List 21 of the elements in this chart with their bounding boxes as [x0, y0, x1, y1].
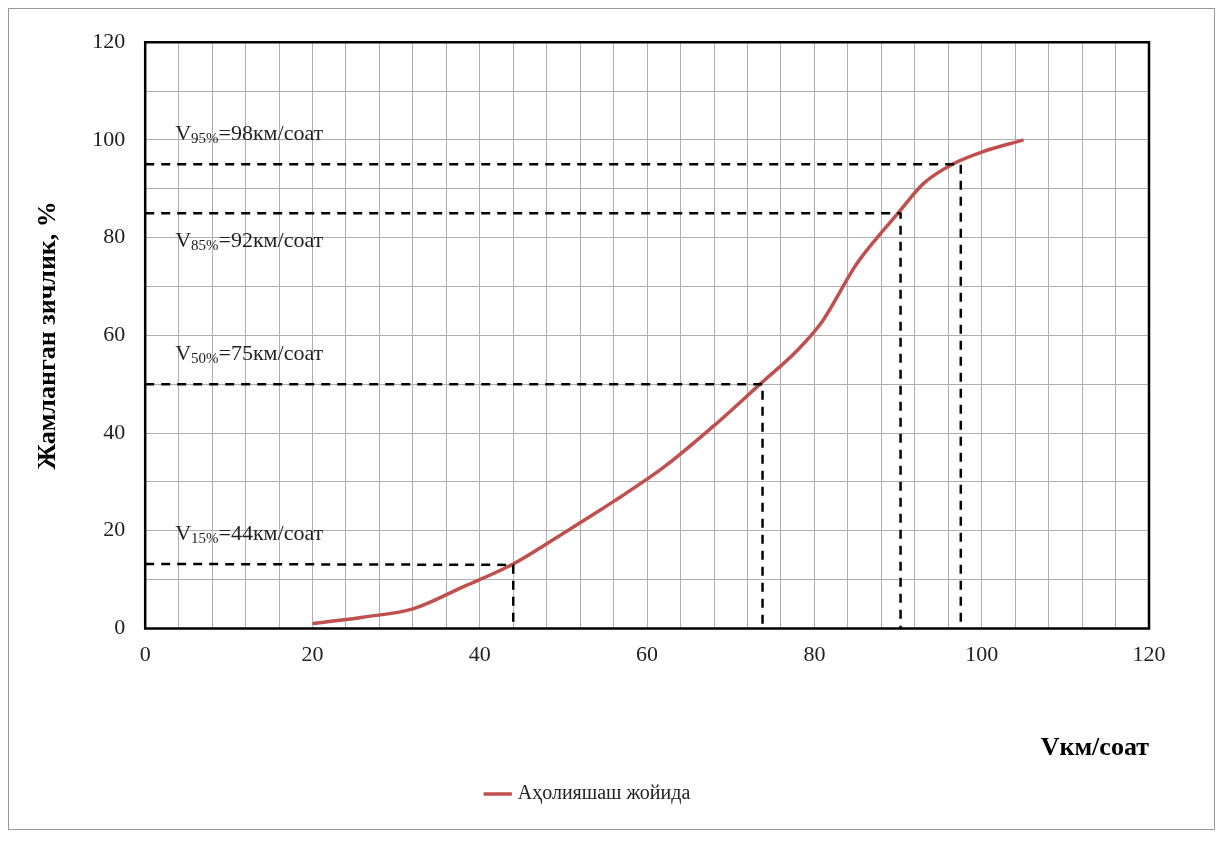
y-tick-label: 80	[103, 223, 126, 249]
y-tick-label: 60	[103, 321, 126, 347]
x-tick-label: 120	[1132, 641, 1166, 667]
y-tick-label: 20	[103, 516, 126, 542]
y-tick-label: 0	[114, 614, 126, 640]
x-tick-label: 0	[139, 641, 151, 667]
x-tick-label: 20	[301, 641, 324, 667]
y-axis-title: Жамланган зичлик, %	[32, 201, 62, 470]
annotation: V95%=98км/соат	[175, 120, 324, 146]
x-axis-title: Vкм/соат	[1040, 732, 1150, 762]
annotation: V50%=75км/соат	[175, 340, 324, 366]
legend-label: Аҳолияшаш жойида	[517, 781, 691, 805]
x-tick-label: 40	[468, 641, 491, 667]
y-tick-label: 120	[92, 27, 126, 53]
annotation: V15%=44км/соат	[175, 519, 324, 546]
x-tick-label: 80	[803, 641, 826, 667]
x-tick-label: 60	[636, 641, 659, 667]
x-tick-label: 100	[965, 641, 999, 667]
y-tick-label: 40	[103, 418, 126, 444]
y-tick-label: 100	[92, 125, 126, 151]
annotation: V85%=92км/соат	[175, 227, 324, 253]
